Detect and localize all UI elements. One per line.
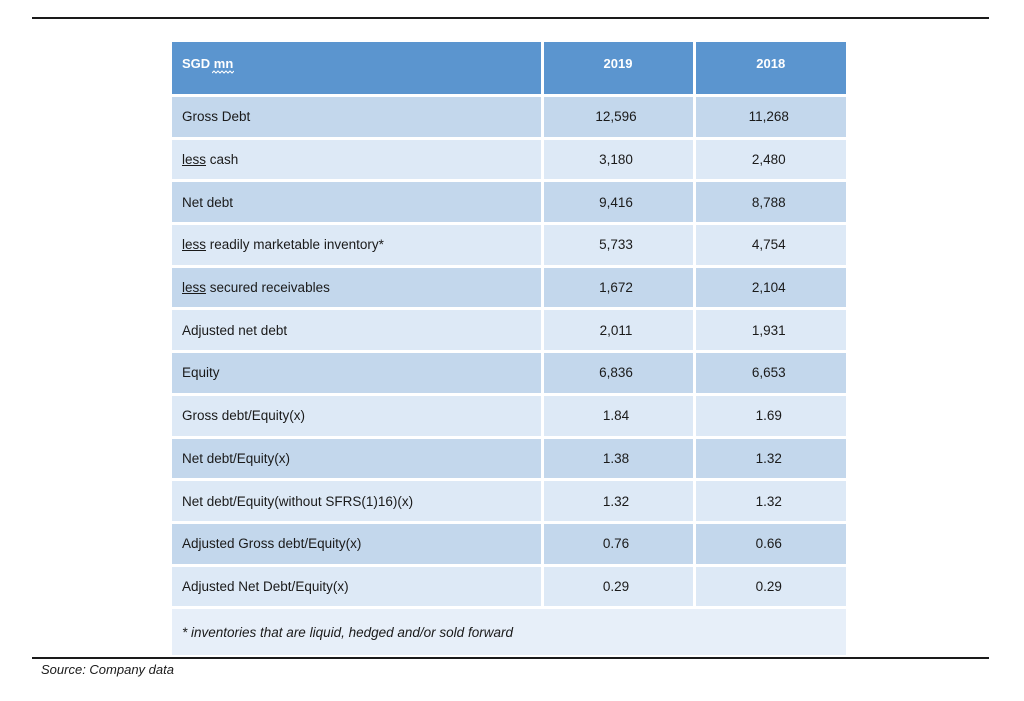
table-row: Equity 6,836 6,653 (172, 350, 846, 395)
row-label-text: Adjusted net debt (182, 322, 288, 338)
value-2018: 11,268 (694, 94, 846, 139)
value-2018: 1.32 (694, 478, 846, 523)
row-label: less readily marketable inventory* (172, 222, 544, 267)
value-2019: 3,180 (542, 136, 696, 181)
value-2018: 8,788 (694, 179, 846, 224)
row-label-text: Equity (182, 365, 220, 381)
footnote-row: * inventories that are liquid, hedged an… (172, 606, 846, 656)
header-year-2018: 2018 (694, 42, 846, 96)
row-label-text: Net debt/Equity(without SFRS(1)16)(x) (182, 493, 414, 509)
value-2018: 0.29 (694, 563, 846, 608)
table-row: Adjusted Net Debt/Equity(x) 0.29 0.29 (172, 563, 846, 608)
row-label-text: Net debt (182, 194, 234, 210)
row-label: Adjusted Net Debt/Equity(x) (172, 563, 544, 608)
value-2019: 2,011 (542, 307, 696, 352)
value-2018: 2,104 (694, 264, 846, 309)
financial-table-container: SGD mn 2019 2018 Gross Debt 12,596 11,268 l… (172, 42, 846, 656)
net-debt-table: SGD mn 2019 2018 Gross Debt 12,596 11,268 l… (172, 42, 846, 656)
row-label-text: Net debt/Equity(x) (182, 450, 291, 466)
row-label: Net debt/Equity(x) (172, 435, 544, 480)
table-row: less readily marketable inventory* 5,733 4… (172, 222, 846, 267)
row-label: Net debt (172, 179, 544, 224)
value-2018: 1.69 (694, 392, 846, 437)
table-row: Adjusted net debt 2,011 1,931 (172, 307, 846, 352)
table-row: Gross debt/Equity(x) 1.84 1.69 (172, 392, 846, 437)
table-body: Gross Debt 12,596 11,268 less cash 3,180 2,48… (172, 94, 846, 608)
value-2019: 9,416 (542, 179, 696, 224)
row-label-prefix: less (182, 237, 207, 253)
row-label: less cash (172, 136, 544, 181)
table-row: less secured receivables 1,672 2,104 (172, 264, 846, 309)
value-2019: 0.76 (542, 520, 696, 566)
row-label-text: readily marketable inventory* (206, 237, 384, 253)
spellcheck-squiggle-icon (212, 70, 234, 74)
row-label: Gross debt/Equity(x) (172, 392, 544, 437)
row-label: Net debt/Equity(without SFRS(1)16)(x) (172, 478, 544, 523)
row-label: Adjusted Gross debt/Equity(x) (172, 520, 544, 566)
table-row: Adjusted Gross debt/Equity(x) 0.76 0.66 (172, 520, 846, 566)
value-2019: 0.29 (542, 563, 696, 608)
value-2018: 1,931 (694, 307, 846, 352)
table-row: Net debt/Equity(x) 1.38 1.32 (172, 435, 846, 480)
row-label-prefix: less (182, 152, 207, 168)
value-2019: 1,672 (542, 264, 696, 309)
footnote-text: * inventories that are liquid, hedged an… (172, 606, 846, 656)
value-2019: 1.84 (542, 392, 696, 437)
value-2019: 1.32 (542, 478, 696, 523)
bottom-rule (32, 657, 989, 659)
value-2019: 12,596 (542, 94, 696, 139)
value-2018: 1.32 (694, 435, 846, 480)
value-2019: 6,836 (542, 350, 696, 395)
value-2019: 1.38 (542, 435, 696, 480)
row-label-text: Gross debt/Equity(x) (182, 408, 306, 424)
value-2018: 2,480 (694, 136, 846, 181)
row-label-text: cash (206, 152, 239, 168)
value-2018: 6,653 (694, 350, 846, 395)
row-label-text: Adjusted Net Debt/Equity(x) (182, 578, 349, 594)
value-2019: 5,733 (542, 222, 696, 267)
header-label-cell: SGD mn (172, 42, 544, 96)
row-label-text: secured receivables (206, 280, 330, 296)
table-row: less cash 3,180 2,480 (172, 136, 846, 181)
row-label: Adjusted net debt (172, 307, 544, 352)
row-label-prefix: less (182, 280, 207, 296)
header-year-2019: 2019 (542, 42, 696, 96)
table-header-row: SGD mn 2019 2018 (172, 42, 846, 96)
value-2018: 4,754 (694, 222, 846, 267)
table-row: Net debt 9,416 8,788 (172, 179, 846, 224)
row-label: less secured receivables (172, 264, 544, 309)
row-label-text: Adjusted Gross debt/Equity(x) (182, 536, 362, 552)
source-note: Source: Company data (41, 662, 174, 677)
row-label-text: Gross Debt (182, 109, 251, 125)
header-currency-label: SGD mn (182, 56, 234, 71)
table-row: Net debt/Equity(without SFRS(1)16)(x) 1.3… (172, 478, 846, 523)
table-row: Gross Debt 12,596 11,268 (172, 94, 846, 139)
top-rule (32, 17, 989, 19)
row-label: Equity (172, 350, 544, 395)
row-label: Gross Debt (172, 94, 544, 139)
value-2018: 0.66 (694, 520, 846, 566)
